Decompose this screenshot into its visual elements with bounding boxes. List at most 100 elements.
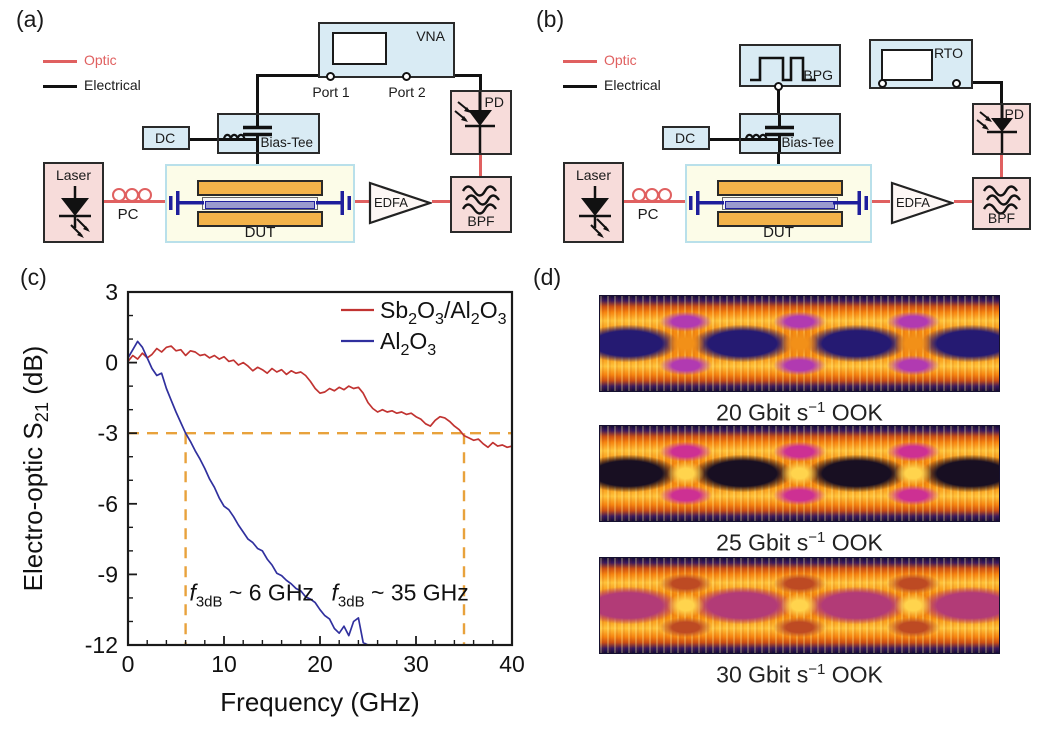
svg-text:10: 10 xyxy=(211,651,237,677)
wire-bpg-to-biastee xyxy=(777,89,780,113)
wire-pd-to-vna xyxy=(478,74,482,94)
amplifier-triangle-icon xyxy=(368,181,432,225)
pd-box-b: PD xyxy=(972,103,1031,155)
eye-format-text: OOK xyxy=(825,529,883,556)
waveguide xyxy=(202,197,318,210)
svg-text:f3dB ~ 35 GHz: f3dB ~ 35 GHz xyxy=(332,579,469,610)
svg-text:3: 3 xyxy=(105,279,118,305)
eye-rate-text: 20 Gbit s xyxy=(716,399,809,426)
waveguide-core xyxy=(205,201,315,209)
electrode-top xyxy=(197,180,323,196)
vna-port2-connector xyxy=(402,72,411,81)
wire-biastee-to-dut xyxy=(255,154,259,165)
svg-text:-6: -6 xyxy=(98,491,118,517)
bpf-box-a: BPF xyxy=(450,176,512,233)
electrical-legend-label: Electrical xyxy=(604,77,661,93)
fiber-dut-to-edfa xyxy=(872,200,890,203)
wire-dc-to-biastee xyxy=(190,137,217,141)
rto-port-connector xyxy=(952,79,961,88)
inductor-icon xyxy=(744,133,768,140)
electrical-line-swatch xyxy=(563,85,597,88)
eye-diagram-caption: 20 Gbit s−1 OOK xyxy=(599,399,1000,427)
eye-format-text: OOK xyxy=(825,661,883,688)
fiber-bpf-to-pd xyxy=(479,155,482,176)
dut-box-b: DUT xyxy=(685,164,872,243)
dut-label: DUT xyxy=(763,224,794,241)
polarization-controller-icon xyxy=(645,188,659,202)
polarization-controller-icon xyxy=(112,188,126,202)
photodiode-icon xyxy=(976,105,1017,153)
pd-box-a: PD xyxy=(450,90,512,155)
vna-screen xyxy=(332,32,387,65)
eye-rate-sup: −1 xyxy=(808,661,826,678)
wire-vna-port1-v xyxy=(255,74,259,113)
wire-rto-h xyxy=(956,81,1003,84)
bpf-label: BPF xyxy=(987,210,1016,226)
bpg-label: BPG xyxy=(803,67,833,83)
rto-screen xyxy=(881,49,933,81)
amplifier-triangle-icon xyxy=(890,181,954,225)
wire-vna-port1-h xyxy=(257,74,332,77)
rto-box: RTO xyxy=(869,39,973,89)
laser-label: Laser xyxy=(55,167,92,183)
svg-text:0: 0 xyxy=(122,651,135,677)
eye-rate-sup: −1 xyxy=(808,529,826,546)
edfa-amplifier: EDFA xyxy=(890,181,954,225)
bias-tee-internals-icon xyxy=(741,115,794,152)
bpg-box: BPG xyxy=(739,44,841,87)
svg-text:Frequency (GHz): Frequency (GHz) xyxy=(220,687,419,717)
electrode-top xyxy=(717,180,843,196)
pc-label: PC xyxy=(117,206,139,223)
optic-line-swatch xyxy=(43,60,77,63)
vna-label: VNA xyxy=(416,28,445,44)
panel-c-label: (c) xyxy=(20,264,47,290)
bandpass-filter-icon xyxy=(461,185,500,215)
optic-legend-label: Optic xyxy=(604,52,637,68)
waveguide-core xyxy=(725,201,835,209)
fiber-coupler-icon xyxy=(689,191,724,215)
port1-label: Port 1 xyxy=(312,84,350,100)
electrode-bottom xyxy=(197,211,323,227)
edfa-amplifier: EDFA xyxy=(368,181,432,225)
laser-diode-icon xyxy=(579,186,611,238)
electrical-legend-label: Electrical xyxy=(84,77,141,93)
eye-diagram-block: 25 Gbit s−1 OOK xyxy=(599,425,1000,557)
bias-tee-box-b: Bias-Tee xyxy=(739,113,841,154)
polarization-controller-icon xyxy=(632,188,646,202)
waveguide xyxy=(722,197,838,210)
panel-a-label: (a) xyxy=(16,6,45,32)
edfa-label: EDFA xyxy=(896,195,930,210)
bpf-label: BPF xyxy=(467,213,495,229)
laser-diode-icon xyxy=(59,186,91,238)
bpf-box-b: BPF xyxy=(972,177,1031,230)
svg-text:-3: -3 xyxy=(98,420,118,446)
dut-label: DUT xyxy=(244,224,276,241)
polarization-controller-icon xyxy=(138,188,152,202)
pd-label: PD xyxy=(484,94,504,110)
dut-box-a: DUT xyxy=(165,164,355,243)
bias-tee-box-a: Bias-Tee xyxy=(217,113,320,154)
svg-text:Al2O3: Al2O3 xyxy=(380,328,436,359)
fiber-edfa-to-bpf xyxy=(432,200,450,203)
pc-label: PC xyxy=(637,206,659,223)
port2-label: Port 2 xyxy=(388,84,426,100)
svg-text:-9: -9 xyxy=(98,561,118,587)
eye-diagram xyxy=(599,295,1000,392)
optic-line-swatch xyxy=(563,60,597,63)
polarization-controller-icon xyxy=(125,188,139,202)
pulse-waveform-icon xyxy=(750,56,816,82)
dc-label: DC xyxy=(155,130,176,146)
eye-diagram-caption: 30 Gbit s−1 OOK xyxy=(599,661,1000,689)
svg-text:20: 20 xyxy=(307,651,333,677)
wire-dc-to-biastee xyxy=(710,137,739,141)
electrical-line-swatch xyxy=(43,85,77,88)
fiber-coupler-icon xyxy=(169,191,204,215)
bandpass-filter-icon xyxy=(982,185,1021,215)
panel-b-label: (b) xyxy=(536,6,565,32)
laser-box-a: Laser xyxy=(43,162,104,243)
eye-diagram xyxy=(599,425,1000,522)
bpg-port-connector xyxy=(774,82,783,91)
laser-box-b: Laser xyxy=(563,162,624,243)
eye-diagram xyxy=(599,557,1000,654)
